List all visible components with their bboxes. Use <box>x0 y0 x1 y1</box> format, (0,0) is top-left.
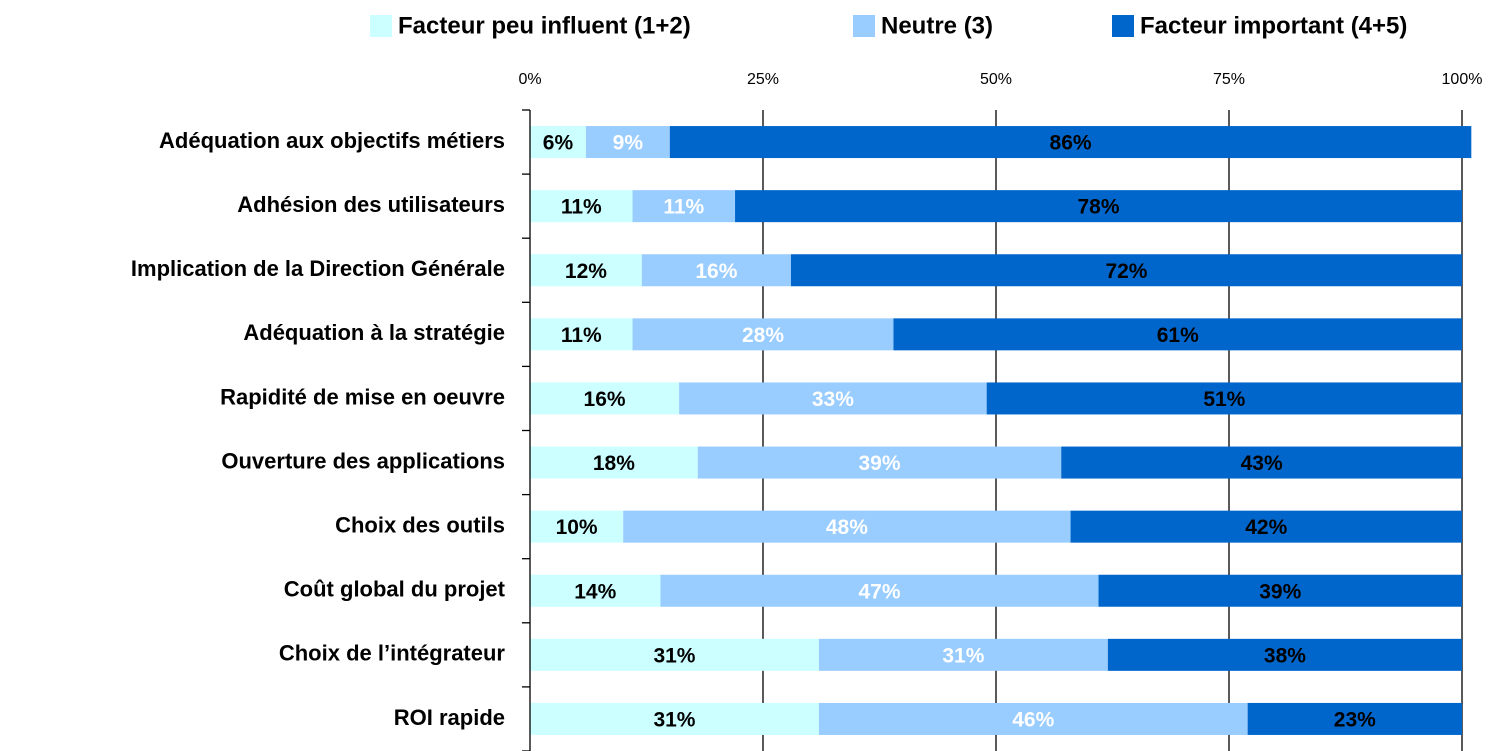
bar-segment <box>530 318 633 351</box>
bar-segment <box>669 126 1472 159</box>
bar-segment <box>530 574 661 607</box>
bar-segment <box>735 190 1462 223</box>
data-label: 14% <box>574 580 616 603</box>
data-label: 42% <box>1245 516 1287 539</box>
data-label: 11% <box>663 196 704 219</box>
bar-segment <box>818 702 1248 735</box>
x-tick-label: 25% <box>747 71 779 88</box>
data-label: 47% <box>858 580 900 603</box>
data-label: 11% <box>561 324 602 347</box>
bar-segment <box>632 318 894 351</box>
bar-segment <box>530 510 624 543</box>
bar-segment <box>818 638 1108 671</box>
data-label: 28% <box>742 324 784 347</box>
bar-segment <box>986 382 1462 415</box>
data-label: 6% <box>543 132 574 155</box>
bar-segment <box>893 318 1462 351</box>
data-label: 11% <box>561 196 602 219</box>
data-label: 33% <box>812 388 854 411</box>
y-tick-label: Implication de la Direction Générale <box>131 256 505 281</box>
bar-segment <box>530 254 642 287</box>
data-label: 48% <box>826 516 868 539</box>
data-label: 39% <box>1259 580 1301 603</box>
data-label: 31% <box>653 708 695 731</box>
legend-label: Neutre (3) <box>881 12 993 39</box>
bar-segment <box>790 254 1462 287</box>
data-label: 16% <box>584 388 626 411</box>
bar-segment <box>530 446 698 479</box>
data-label: 38% <box>1264 644 1306 667</box>
bar-segment <box>530 702 819 735</box>
x-tick-label: 0% <box>518 71 541 88</box>
bar-segment <box>1061 446 1462 479</box>
y-tick-label: Ouverture des applications <box>221 448 505 473</box>
bar-segment <box>632 190 736 223</box>
bar-segment <box>1070 510 1462 543</box>
bar-segment <box>530 382 680 415</box>
legend-swatch <box>1112 15 1134 37</box>
data-label: 31% <box>942 644 984 667</box>
x-tick-label: 50% <box>980 71 1012 88</box>
data-label: 72% <box>1105 260 1147 283</box>
legend-swatch <box>853 15 875 37</box>
data-label: 43% <box>1241 452 1283 475</box>
data-label: 39% <box>858 452 900 475</box>
bar-segment <box>641 254 791 287</box>
bar-segment <box>1107 638 1462 671</box>
data-label: 18% <box>593 452 635 475</box>
data-label: 46% <box>1012 708 1054 731</box>
bar-segment <box>623 510 1071 543</box>
data-label: 86% <box>1050 132 1092 155</box>
bar-segment <box>697 446 1062 479</box>
data-label: 23% <box>1334 708 1376 731</box>
data-label: 61% <box>1157 324 1199 347</box>
bar-segment <box>530 190 633 223</box>
legend-swatch <box>370 15 392 37</box>
legend-label: Facteur peu influent (1+2) <box>398 12 691 39</box>
x-tick-label: 75% <box>1213 71 1245 88</box>
data-label: 12% <box>565 260 607 283</box>
y-tick-label: Rapidité de mise en oeuvre <box>220 384 505 409</box>
data-label: 9% <box>613 132 644 155</box>
bar-segment <box>1247 702 1462 735</box>
bar-segment <box>679 382 987 415</box>
bar-segment <box>530 638 819 671</box>
y-tick-label: Adhésion des utilisateurs <box>237 192 505 217</box>
bar-segment <box>585 126 670 159</box>
bar-segment <box>1098 574 1462 607</box>
y-tick-label: Choix des outils <box>335 512 505 537</box>
x-tick-label: 100% <box>1442 71 1483 88</box>
data-label: 31% <box>653 644 695 667</box>
y-tick-label: Adéquation aux objectifs métiers <box>159 128 505 153</box>
data-label: 16% <box>695 260 737 283</box>
bar-segment <box>530 126 586 159</box>
data-label: 51% <box>1203 388 1245 411</box>
y-tick-label: Adéquation à la stratégie <box>243 320 505 345</box>
bar-segment <box>660 574 1099 607</box>
y-tick-label: ROI rapide <box>394 705 505 730</box>
data-label: 10% <box>556 516 598 539</box>
y-tick-label: Coût global du projet <box>284 577 506 602</box>
legend-label: Facteur important (4+5) <box>1140 12 1407 39</box>
data-label: 78% <box>1078 196 1120 219</box>
y-tick-label: Choix de l’intégrateur <box>279 641 506 666</box>
